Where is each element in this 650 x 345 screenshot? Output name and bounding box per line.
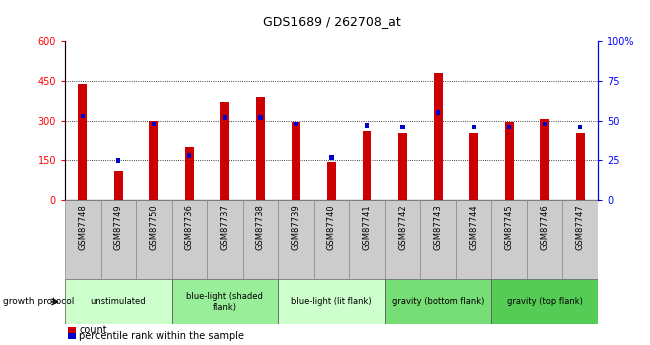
Bar	[185, 147, 194, 200]
Text: gravity (top flank): gravity (top flank)	[507, 297, 582, 306]
Text: GSM87744: GSM87744	[469, 204, 478, 250]
Bar	[278, 200, 314, 279]
Bar	[469, 132, 478, 200]
Bar	[385, 279, 491, 324]
Text: GSM87738: GSM87738	[256, 204, 265, 250]
Bar	[578, 125, 582, 129]
Text: growth protocol: growth protocol	[3, 297, 75, 306]
Bar	[242, 200, 278, 279]
Bar	[220, 102, 229, 200]
Bar	[172, 200, 207, 279]
Bar	[527, 200, 562, 279]
Text: GSM87748: GSM87748	[78, 204, 87, 250]
Bar	[151, 121, 156, 126]
Bar	[258, 115, 263, 120]
Text: gravity (bottom flank): gravity (bottom flank)	[392, 297, 484, 306]
Bar	[207, 200, 242, 279]
Bar	[65, 200, 101, 279]
Text: GSM87745: GSM87745	[504, 204, 514, 250]
Bar	[116, 158, 120, 163]
Text: unstimulated: unstimulated	[90, 297, 146, 306]
Text: count: count	[79, 325, 107, 335]
Bar	[330, 155, 333, 160]
Bar	[223, 115, 227, 120]
Bar	[398, 132, 407, 200]
Text: GSM87743: GSM87743	[434, 204, 443, 250]
Bar	[400, 125, 405, 129]
Text: GSM87737: GSM87737	[220, 204, 229, 250]
Bar	[81, 114, 85, 118]
Text: GSM87740: GSM87740	[327, 204, 336, 250]
Bar	[543, 121, 547, 126]
Text: percentile rank within the sample: percentile rank within the sample	[79, 331, 244, 341]
Bar	[456, 200, 491, 279]
Bar	[136, 200, 172, 279]
Bar	[101, 200, 136, 279]
Text: GSM87749: GSM87749	[114, 204, 123, 250]
Bar	[294, 121, 298, 126]
Text: GSM87742: GSM87742	[398, 204, 407, 250]
Bar	[291, 122, 300, 200]
Bar	[434, 73, 443, 200]
Bar	[278, 279, 385, 324]
Text: blue-light (shaded
flank): blue-light (shaded flank)	[187, 292, 263, 312]
Bar	[79, 84, 87, 200]
Text: GDS1689 / 262708_at: GDS1689 / 262708_at	[263, 14, 400, 28]
Bar	[349, 200, 385, 279]
Bar	[504, 122, 514, 200]
Bar	[540, 119, 549, 200]
Bar	[327, 162, 336, 200]
Bar	[150, 121, 158, 200]
Bar	[385, 200, 421, 279]
Text: GSM87750: GSM87750	[150, 204, 159, 250]
Bar	[114, 171, 123, 200]
Bar	[65, 279, 172, 324]
Bar	[436, 110, 440, 115]
Bar	[471, 125, 476, 129]
Bar	[365, 123, 369, 128]
Text: GSM87747: GSM87747	[576, 204, 585, 250]
Bar	[562, 200, 598, 279]
Bar	[491, 200, 527, 279]
Text: GSM87736: GSM87736	[185, 204, 194, 250]
Text: GSM87739: GSM87739	[291, 204, 300, 250]
Bar	[507, 125, 512, 129]
Bar	[256, 97, 265, 200]
Text: GSM87746: GSM87746	[540, 204, 549, 250]
Bar	[363, 131, 371, 200]
Text: blue-light (lit flank): blue-light (lit flank)	[291, 297, 372, 306]
Bar	[576, 132, 585, 200]
Bar	[421, 200, 456, 279]
Bar	[172, 279, 278, 324]
Bar	[314, 200, 349, 279]
Bar	[187, 153, 192, 158]
Text: GSM87741: GSM87741	[363, 204, 372, 250]
Bar	[491, 279, 598, 324]
